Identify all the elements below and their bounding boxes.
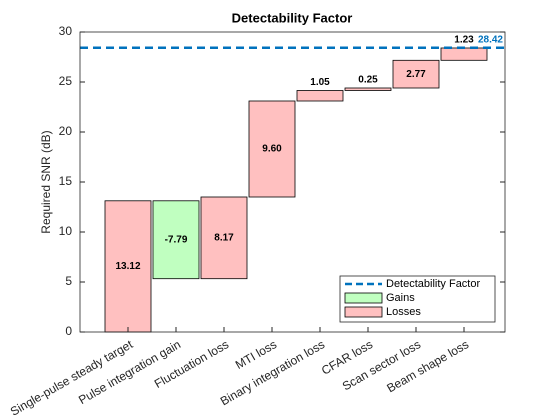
value-label: 2.77 <box>406 69 426 80</box>
y-tick-label: 10 <box>59 224 73 238</box>
bar <box>248 100 296 198</box>
bar <box>296 90 344 102</box>
value-label: 0.25 <box>358 75 378 86</box>
threshold-label: 28.42 <box>478 34 503 45</box>
bar <box>152 200 200 280</box>
y-axis-label: Required SNR (dB) <box>39 130 53 233</box>
x-tick-label: Beam shape loss <box>384 337 471 395</box>
bar <box>440 47 488 61</box>
legend-label: Losses <box>386 306 421 318</box>
legend-label: Detectability Factor <box>386 278 480 290</box>
y-tick-label: 5 <box>65 274 72 288</box>
y-tick-label: 0 <box>65 324 72 338</box>
y-tick-label: 15 <box>59 174 73 188</box>
y-tick-label: 20 <box>59 124 73 138</box>
legend-label: Gains <box>386 292 415 304</box>
bar <box>392 59 440 89</box>
bar <box>104 200 152 333</box>
legend-swatch <box>344 292 383 304</box>
y-tick-label: 25 <box>59 74 73 88</box>
value-label: 13.12 <box>115 261 140 272</box>
axes-box <box>79 31 506 333</box>
y-tick-label: 30 <box>59 24 73 38</box>
bar <box>200 196 248 280</box>
bar <box>344 87 392 91</box>
legend-swatch <box>344 306 383 318</box>
chart-title: Detectability Factor <box>232 10 353 25</box>
value-label: -7.79 <box>165 234 188 245</box>
value-label: 9.60 <box>262 144 282 155</box>
value-label: 1.05 <box>310 77 330 88</box>
value-label: 1.23 <box>454 35 474 46</box>
value-label: 8.17 <box>214 232 234 243</box>
